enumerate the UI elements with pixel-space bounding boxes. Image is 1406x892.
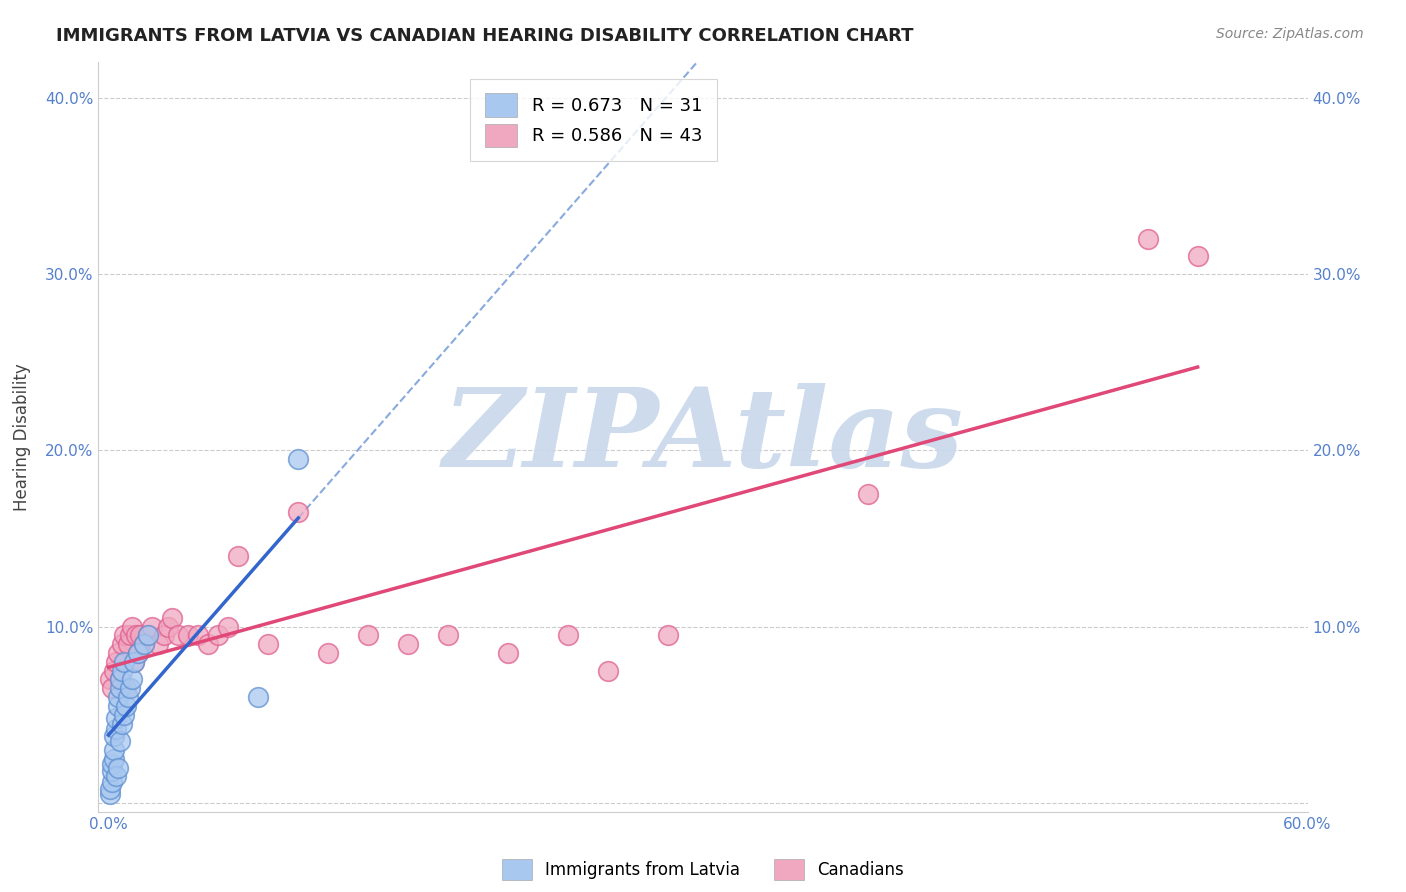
Point xyxy=(124,655,146,669)
Point xyxy=(107,690,129,705)
Point xyxy=(177,628,200,642)
Point xyxy=(124,655,146,669)
Point xyxy=(103,729,125,743)
Point xyxy=(153,628,176,642)
Point xyxy=(107,646,129,660)
Point xyxy=(141,619,163,633)
Point xyxy=(357,628,380,642)
Point xyxy=(557,628,579,642)
Point xyxy=(101,774,124,789)
Point xyxy=(100,787,122,801)
Legend: Immigrants from Latvia, Canadians: Immigrants from Latvia, Canadians xyxy=(495,852,911,887)
Point xyxy=(167,628,190,642)
Point xyxy=(121,673,143,687)
Point xyxy=(228,549,250,563)
Point xyxy=(1187,249,1209,263)
Point xyxy=(103,664,125,678)
Point xyxy=(129,628,152,642)
Point xyxy=(657,628,679,642)
Text: ZIPAtlas: ZIPAtlas xyxy=(443,384,963,491)
Point xyxy=(105,655,128,669)
Point xyxy=(596,664,619,678)
Text: IMMIGRANTS FROM LATVIA VS CANADIAN HEARING DISABILITY CORRELATION CHART: IMMIGRANTS FROM LATVIA VS CANADIAN HEARI… xyxy=(56,27,914,45)
Point xyxy=(105,769,128,783)
Point xyxy=(110,673,132,687)
Point xyxy=(103,752,125,766)
Point xyxy=(138,628,160,642)
Point xyxy=(117,637,139,651)
Point xyxy=(105,711,128,725)
Point xyxy=(115,681,138,696)
Point xyxy=(120,681,142,696)
Point xyxy=(148,637,170,651)
Point xyxy=(257,637,280,651)
Point xyxy=(101,757,124,772)
Point xyxy=(107,698,129,713)
Point xyxy=(111,637,134,651)
Point xyxy=(100,673,122,687)
Point xyxy=(157,619,180,633)
Point xyxy=(110,673,132,687)
Point xyxy=(197,637,219,651)
Point xyxy=(287,452,309,467)
Point xyxy=(247,690,270,705)
Legend: R = 0.673   N = 31, R = 0.586   N = 43: R = 0.673 N = 31, R = 0.586 N = 43 xyxy=(470,79,717,161)
Point xyxy=(396,637,419,651)
Point xyxy=(187,628,209,642)
Point xyxy=(100,781,122,796)
Point xyxy=(111,664,134,678)
Point xyxy=(117,690,139,705)
Point xyxy=(496,646,519,660)
Point xyxy=(105,722,128,736)
Point xyxy=(134,637,156,651)
Point xyxy=(316,646,339,660)
Point xyxy=(101,764,124,779)
Point xyxy=(134,637,156,651)
Point xyxy=(127,646,149,660)
Point xyxy=(125,628,148,642)
Point xyxy=(138,628,160,642)
Point xyxy=(121,619,143,633)
Point xyxy=(110,734,132,748)
Point xyxy=(115,698,138,713)
Point xyxy=(103,743,125,757)
Y-axis label: Hearing Disability: Hearing Disability xyxy=(13,363,31,511)
Point xyxy=(120,628,142,642)
Point xyxy=(101,681,124,696)
Point xyxy=(207,628,229,642)
Point xyxy=(162,611,184,625)
Point xyxy=(856,487,879,501)
Point xyxy=(112,655,135,669)
Point xyxy=(437,628,460,642)
Point xyxy=(112,628,135,642)
Point xyxy=(107,761,129,775)
Point xyxy=(127,646,149,660)
Point xyxy=(112,707,135,722)
Point xyxy=(110,681,132,696)
Point xyxy=(111,716,134,731)
Point xyxy=(287,505,309,519)
Point xyxy=(1136,232,1159,246)
Point xyxy=(217,619,239,633)
Text: Source: ZipAtlas.com: Source: ZipAtlas.com xyxy=(1216,27,1364,41)
